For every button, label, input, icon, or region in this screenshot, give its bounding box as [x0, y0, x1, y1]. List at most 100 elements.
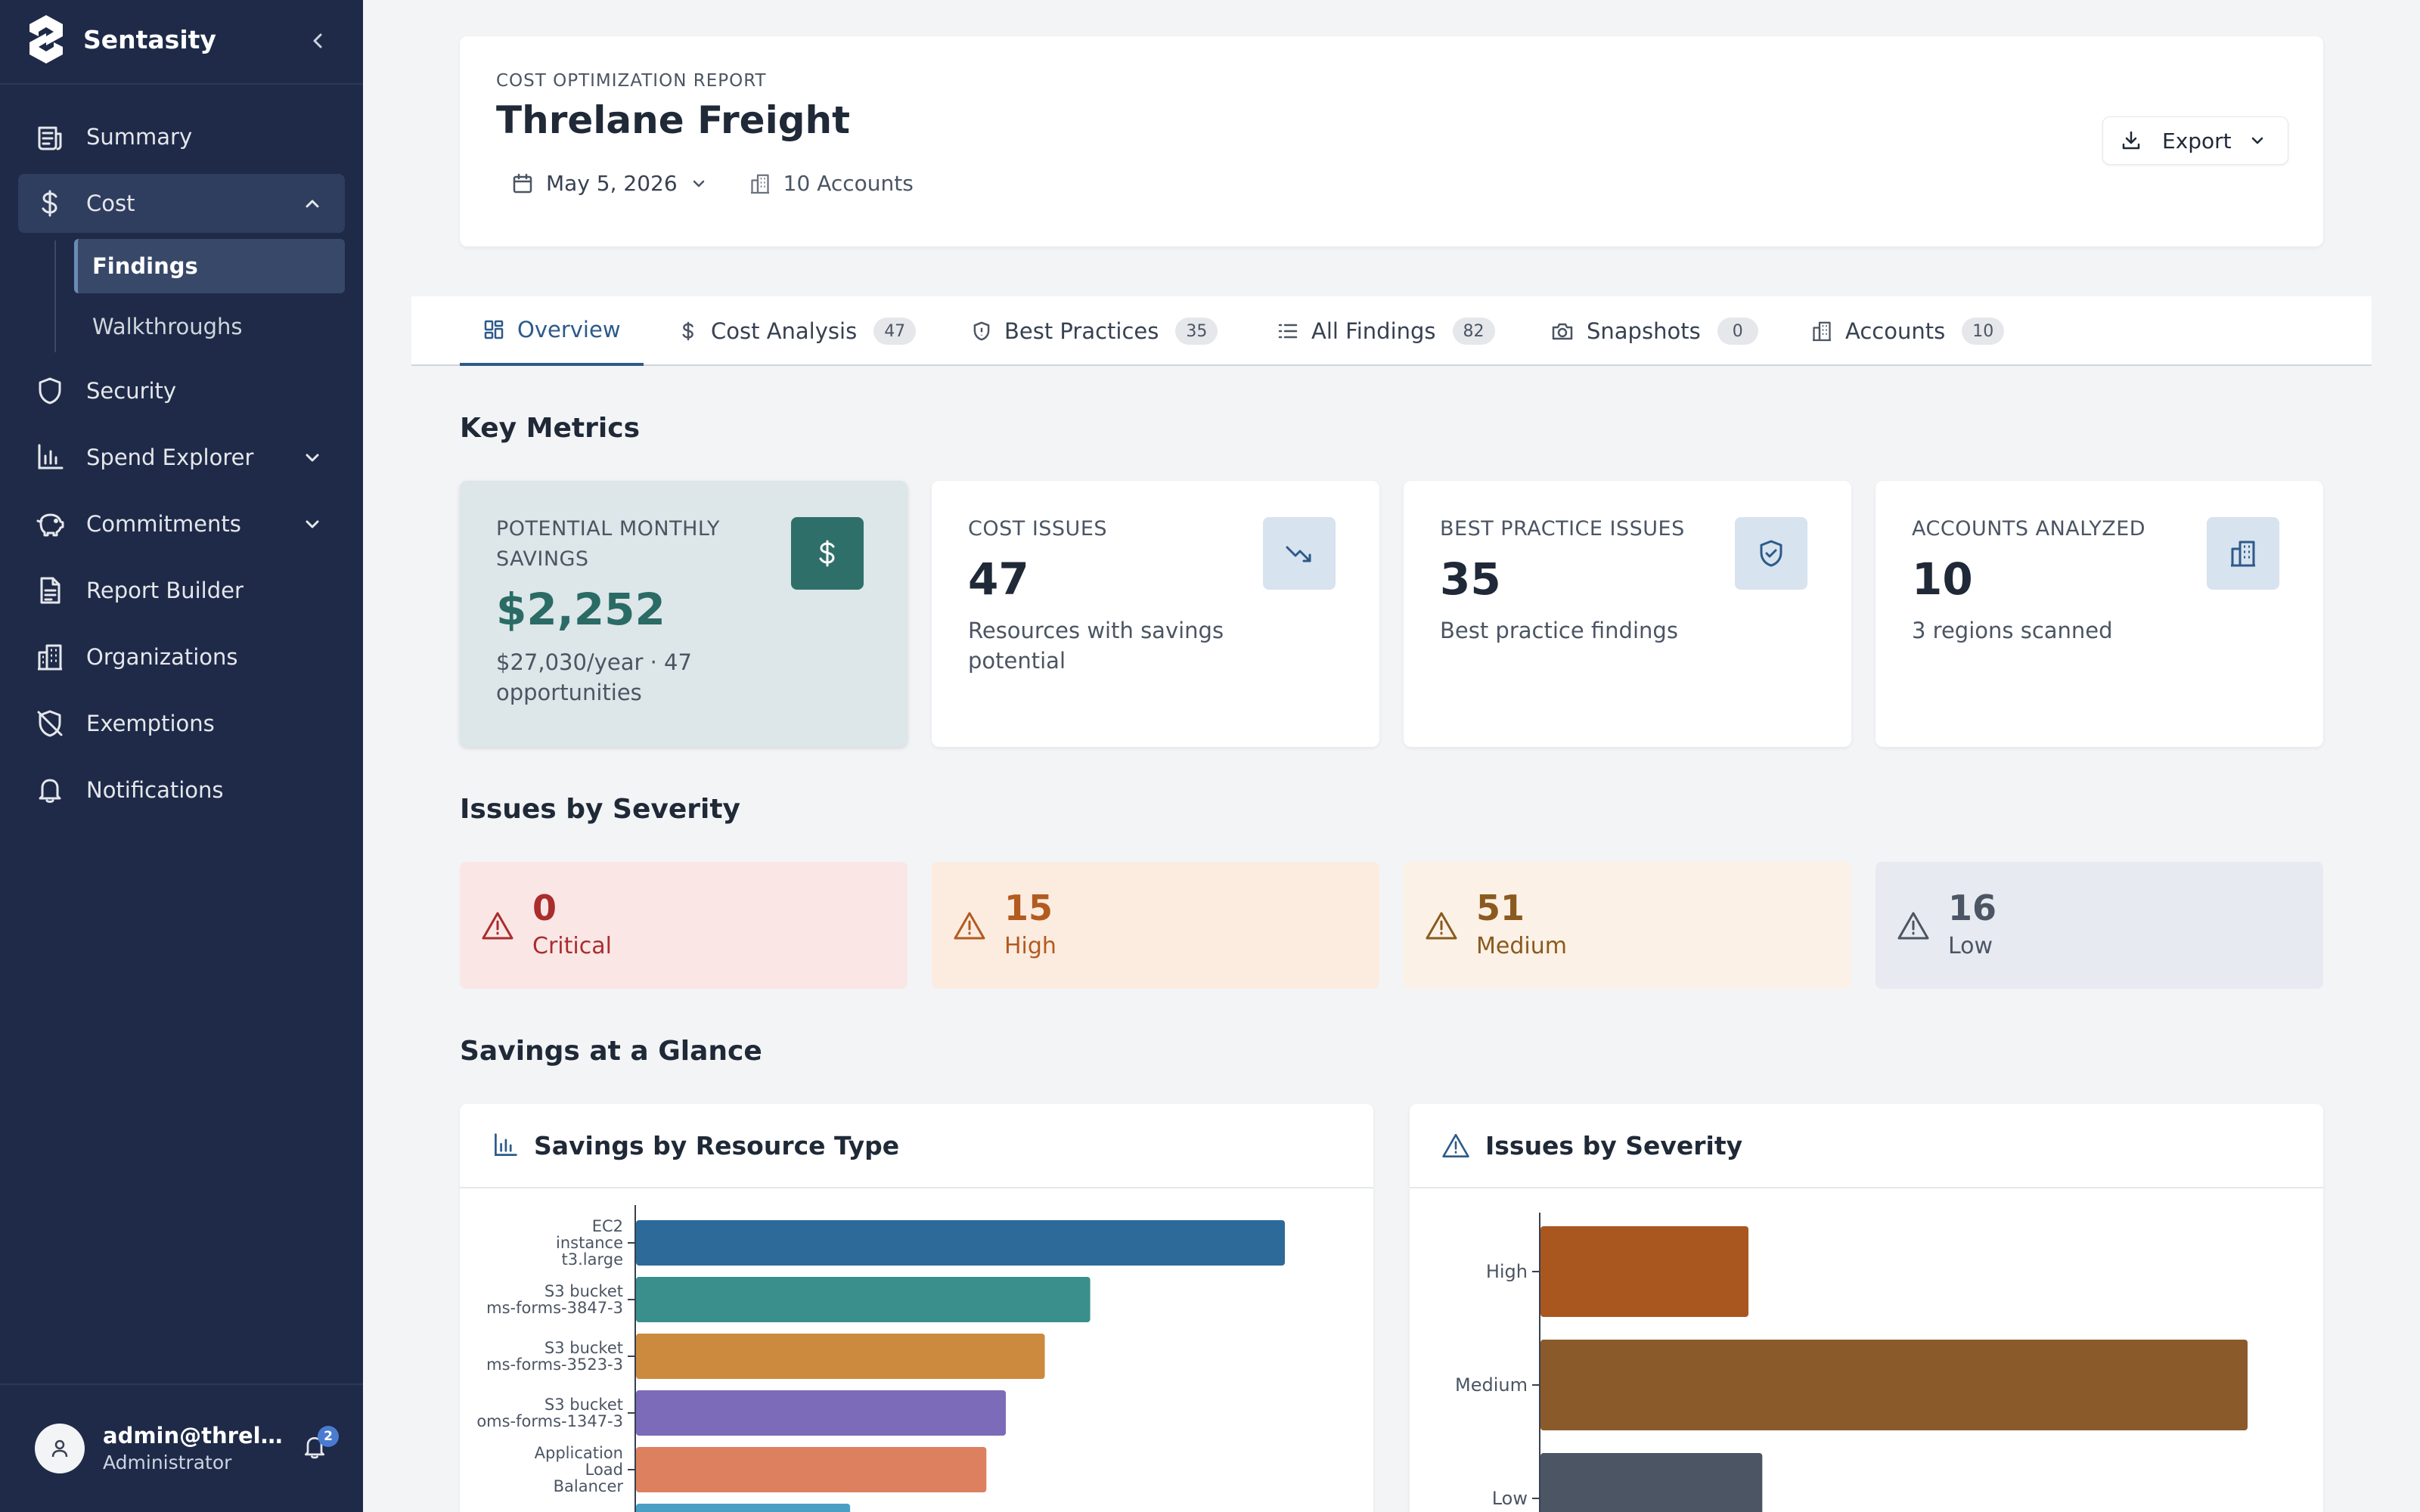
tab-label: Overview	[517, 317, 621, 342]
sentasity-logo-icon	[29, 15, 63, 64]
chevron-down-icon	[693, 180, 704, 187]
sidebar-item-label: Commitments	[86, 511, 241, 537]
chart-card-issues-by-severity: Issues by Severity High Medium Low	[1410, 1104, 2323, 1512]
bar[interactable]	[1540, 1226, 1748, 1317]
user-email: admin@threla...	[103, 1423, 284, 1448]
metric-card-cost-issues: COST ISSUES 47 Resources with savings po…	[932, 481, 1379, 747]
user-menu[interactable]: admin@threla... Administrator	[35, 1423, 284, 1473]
building-icon	[1813, 321, 1831, 342]
metric-value: 10	[1912, 553, 1973, 605]
severity-card-high[interactable]: 15 High	[932, 862, 1379, 989]
warning-icon	[1897, 912, 1929, 940]
sidebar-item-security[interactable]: Security	[18, 361, 345, 420]
severity-card-medium[interactable]: 51 Medium	[1404, 862, 1851, 989]
chevron-down-icon	[306, 454, 319, 462]
bar-chart-icon	[35, 442, 65, 472]
sidebar-subitem-findings[interactable]: Findings	[74, 239, 345, 293]
category-tick-label: ms-forms-3847-3	[486, 1299, 623, 1317]
sidebar-subitem-label: Findings	[92, 253, 198, 279]
accounts-label: 10 Accounts	[783, 171, 914, 196]
date-picker[interactable]: May 5, 2026	[511, 171, 708, 196]
chart-card-savings-by-resource: Savings by Resource Type EC2 instance t3.l…	[460, 1104, 1373, 1512]
severity-card-critical[interactable]: 0 Critical	[460, 862, 908, 989]
sidebar-item-organizations[interactable]: Organizations	[18, 627, 345, 686]
document-icon	[35, 575, 65, 606]
warning-icon	[482, 912, 513, 940]
category-tick-label: ms-forms-3523-3	[486, 1356, 623, 1374]
notification-count-badge: 2	[318, 1426, 339, 1447]
report-date: May 5, 2026	[546, 171, 678, 196]
sidebar-item-label: Notifications	[86, 777, 224, 803]
tab-all-findings[interactable]: All Findings 82	[1277, 296, 1495, 366]
bell-icon	[35, 775, 65, 805]
sidebar-item-report-builder[interactable]: Report Builder	[18, 561, 345, 620]
notifications-button[interactable]: 2	[301, 1426, 339, 1465]
metric-label: BEST PRACTICE ISSUES	[1440, 517, 1685, 541]
severity-count: 0	[532, 888, 557, 928]
sidebar-item-label: Security	[86, 378, 177, 404]
list-icon	[1278, 324, 1298, 339]
metric-label: ACCOUNTS ANALYZED	[1912, 517, 2146, 541]
report-header: COST OPTIMIZATION REPORT Threlane Freigh…	[460, 36, 2323, 246]
export-button[interactable]: Export	[2102, 116, 2288, 165]
metric-card-savings: POTENTIAL MONTHLY SAVINGS $2,252 $27,030…	[460, 481, 908, 747]
camera-icon	[1552, 323, 1573, 340]
tab-accounts[interactable]: Accounts 10	[1810, 296, 2005, 366]
tab-cost-analysis[interactable]: Cost Analysis 47	[678, 296, 917, 366]
sidebar-item-notifications[interactable]: Notifications	[18, 761, 345, 820]
brand[interactable]: Sentasity	[27, 14, 216, 65]
collapse-sidebar-button[interactable]	[302, 26, 333, 56]
category-tick-label: Load	[585, 1461, 623, 1479]
tab-count-badge: 47	[873, 318, 917, 345]
tabs-bar: Overview Cost Analysis 47 Best Practices…	[411, 296, 2372, 366]
bar[interactable]	[1540, 1453, 1763, 1512]
sidebar-item-exemptions[interactable]: Exemptions	[18, 694, 345, 753]
sidebar-item-label: Report Builder	[86, 578, 244, 603]
warning-icon	[1426, 912, 1457, 940]
tab-count-badge: 0	[1717, 318, 1758, 345]
sidebar-item-label: Summary	[86, 124, 193, 150]
sidebar-item-summary[interactable]: Summary	[18, 107, 345, 166]
category-tick-label: Medium	[1455, 1374, 1528, 1396]
bar-chart-icon	[495, 1133, 517, 1156]
sidebar-item-spend-explorer[interactable]: Spend Explorer	[18, 428, 345, 487]
bar[interactable]	[1540, 1340, 2248, 1430]
user-icon	[51, 1439, 68, 1457]
sidebar-item-label: Exemptions	[86, 711, 215, 736]
sidebar-subitem-walkthroughs[interactable]: Walkthroughs	[74, 299, 345, 354]
shield-icon	[973, 321, 990, 341]
bar[interactable]	[636, 1277, 1091, 1322]
dollar-icon	[35, 188, 65, 218]
bar[interactable]	[636, 1334, 1045, 1379]
tab-label: Cost Analysis	[711, 318, 858, 344]
warning-icon	[1442, 1133, 1469, 1157]
tab-snapshots[interactable]: Snapshots 0	[1550, 296, 1758, 366]
chevron-down-icon	[306, 520, 319, 528]
building-icon	[35, 642, 65, 672]
bar[interactable]	[636, 1390, 1007, 1436]
download-icon	[2122, 131, 2140, 150]
tab-best-practices[interactable]: Best Practices 35	[971, 296, 1218, 366]
trending-down-icon	[1263, 517, 1336, 590]
metric-card-accounts-analyzed: ACCOUNTS ANALYZED 10 3 regions scanned	[1876, 481, 2323, 747]
bar[interactable]	[636, 1220, 1285, 1266]
sidebar-divider	[0, 83, 363, 85]
accounts-count: 10 Accounts	[749, 171, 914, 196]
bar[interactable]	[636, 1504, 851, 1512]
severity-card-low[interactable]: 16 Low	[1876, 862, 2323, 989]
category-tick-label: EC2	[592, 1217, 623, 1235]
severity-count: 16	[1948, 888, 1997, 928]
chevron-down-icon	[2251, 137, 2263, 144]
dollar-icon	[682, 321, 693, 341]
category-tick-label: Application	[535, 1444, 623, 1462]
tab-overview[interactable]: Overview	[460, 296, 644, 366]
sidebar-footer-divider	[0, 1383, 363, 1385]
tab-label: All Findings	[1311, 318, 1436, 344]
bar[interactable]	[636, 1447, 987, 1492]
tab-label: Best Practices	[1004, 318, 1159, 344]
sidebar-item-cost[interactable]: Cost	[18, 174, 345, 233]
sidebar-item-label: Organizations	[86, 644, 238, 670]
sidebar-item-label: Cost	[86, 191, 135, 216]
sidebar-item-commitments[interactable]: Commitments	[18, 494, 345, 553]
calendar-icon	[513, 173, 532, 193]
